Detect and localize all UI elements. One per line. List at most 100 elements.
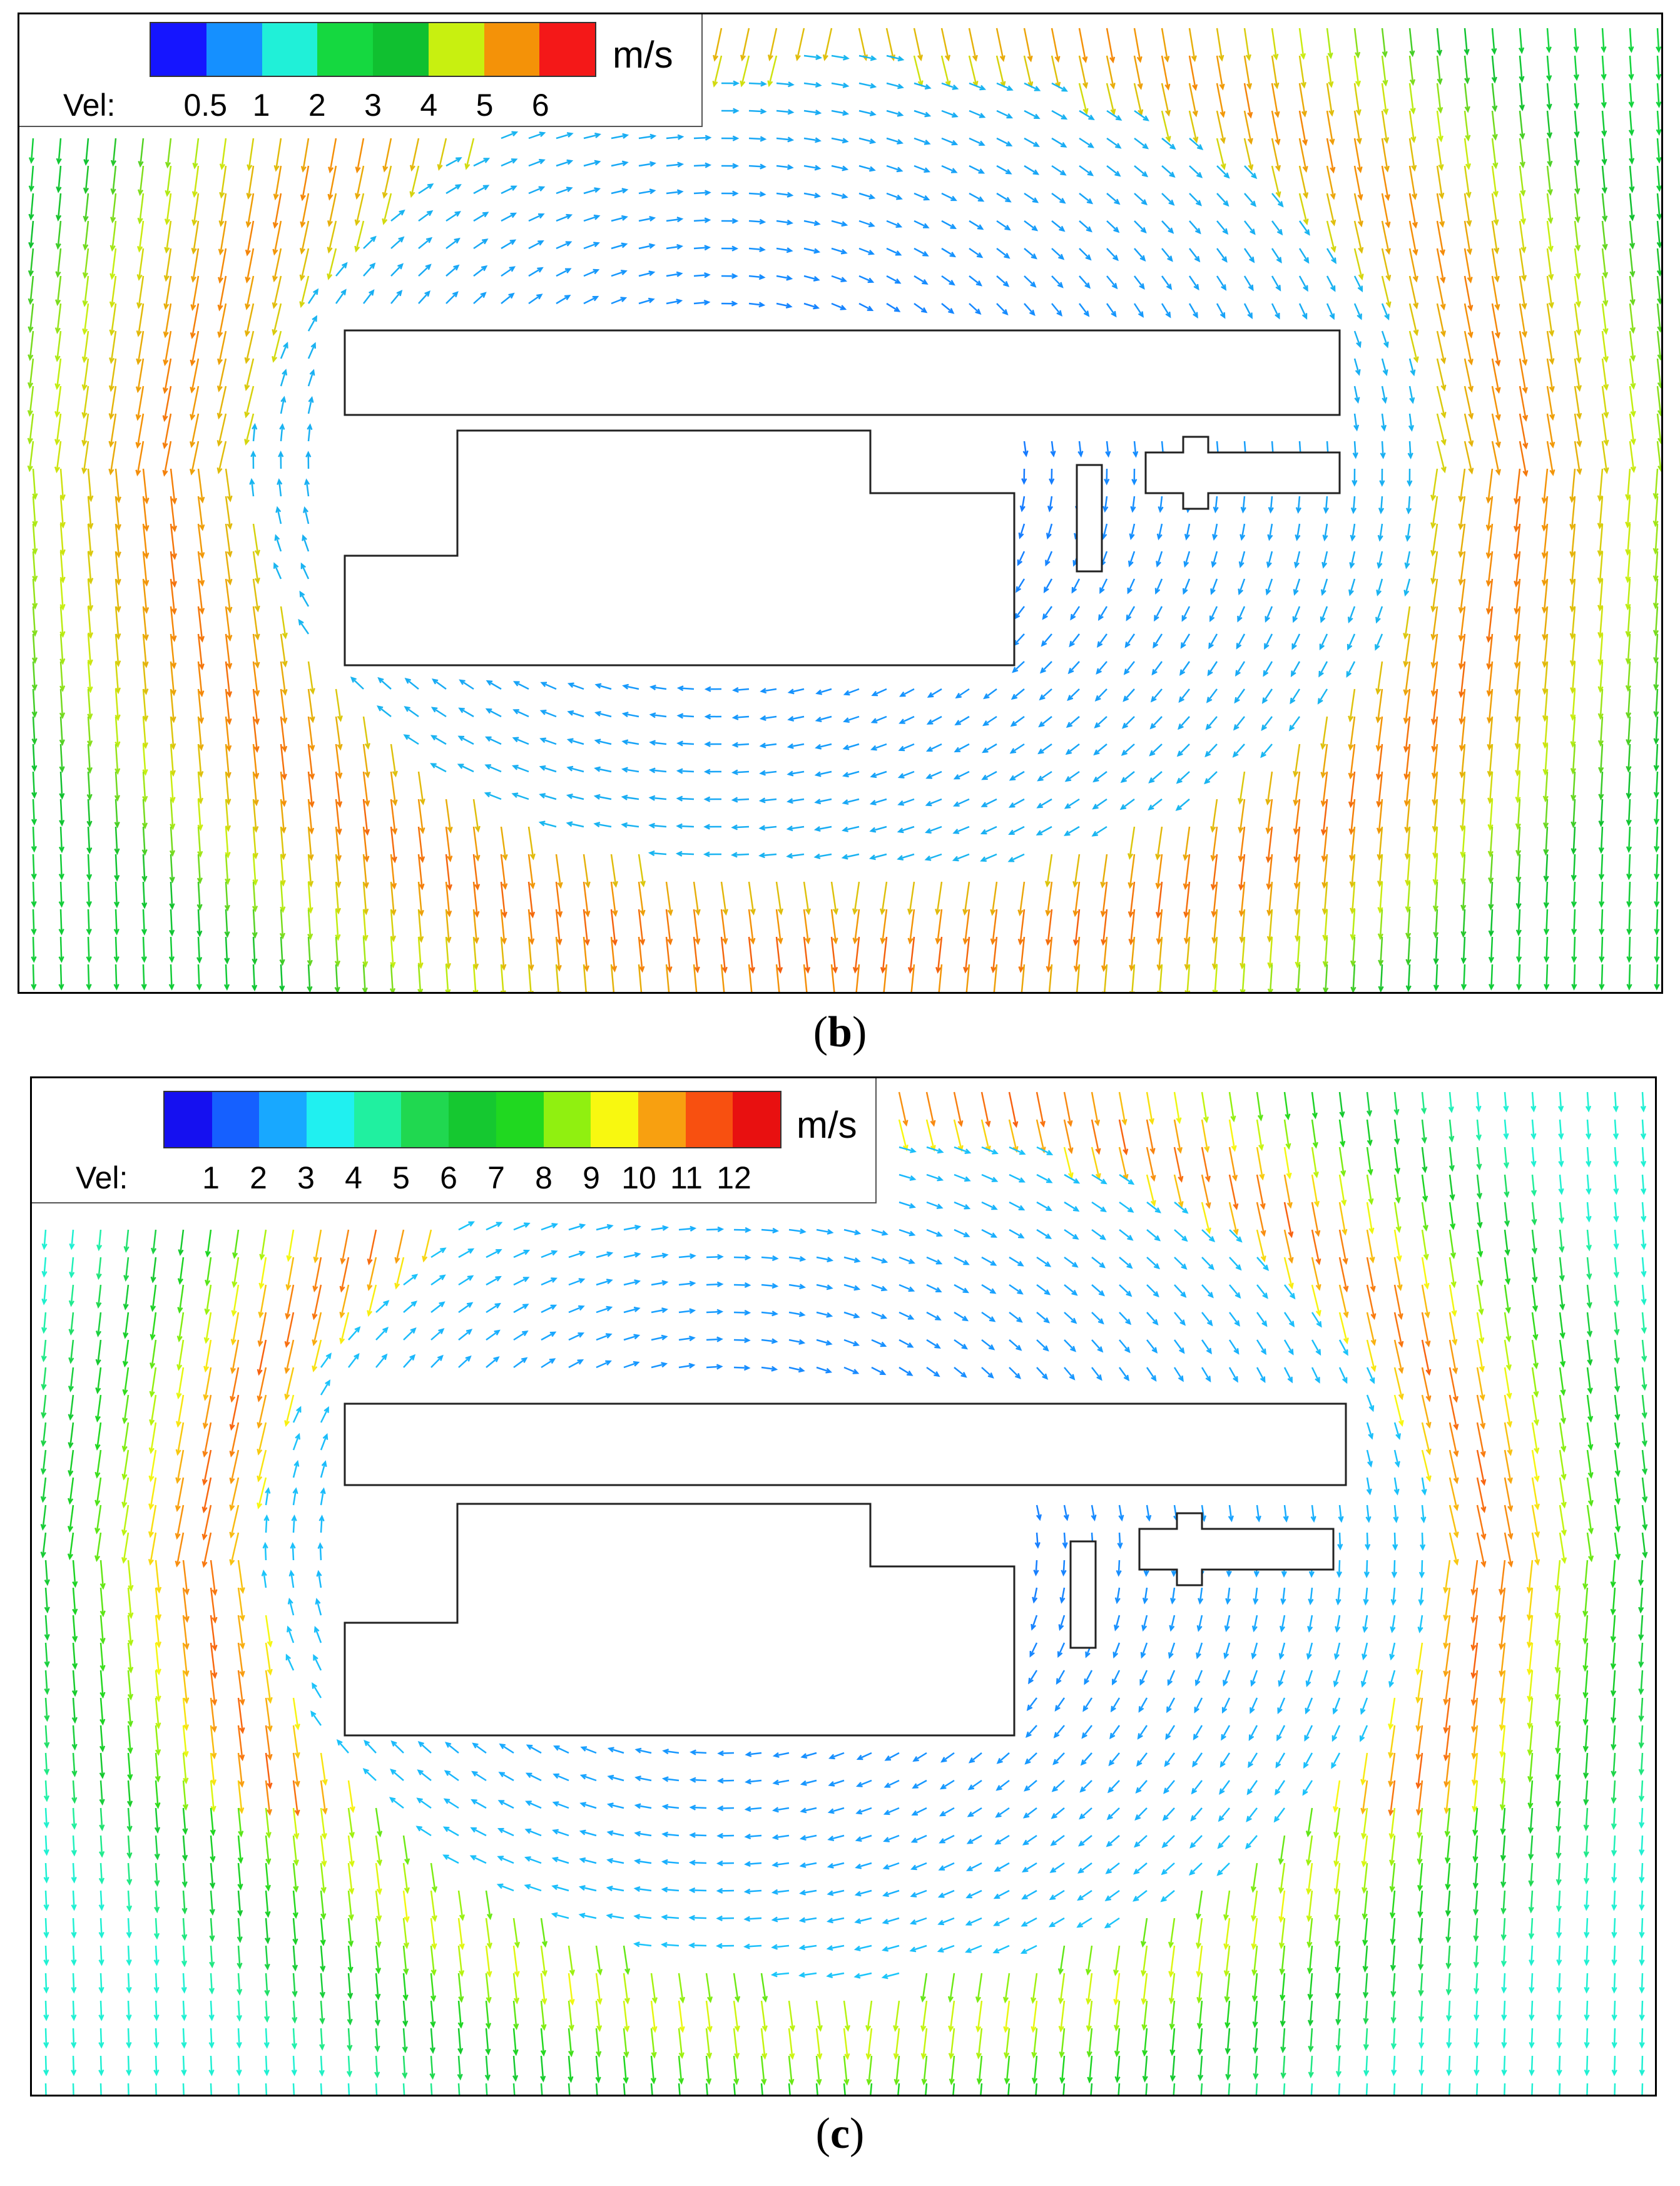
velocity-arrow: [190, 358, 200, 394]
velocity-arrow: [1128, 909, 1136, 946]
velocity-arrow: [1146, 1202, 1162, 1213]
velocity-arrow: [272, 275, 282, 309]
velocity-arrow: [706, 1309, 724, 1315]
velocity-arrow: [1051, 110, 1068, 120]
velocity-arrow: [1421, 1477, 1427, 1496]
velocity-arrow: [925, 770, 942, 779]
velocity-arrow: [1321, 826, 1328, 862]
velocity-arrow: [1366, 1477, 1372, 1496]
velocity-arrow: [893, 2000, 900, 2032]
velocity-arrow: [339, 1257, 350, 1293]
velocity-arrow: [1176, 771, 1190, 784]
velocity-arrow: [1639, 1918, 1645, 1939]
velocity-arrow: [1306, 1642, 1313, 1660]
velocity-arrow: [1243, 248, 1255, 263]
velocity-arrow: [1656, 28, 1661, 53]
velocity-arrow: [1546, 441, 1555, 476]
velocity-arrow: [1079, 275, 1091, 289]
velocity-arrow: [416, 1797, 432, 1809]
velocity-arrow: [1293, 771, 1301, 807]
velocity-arrow: [843, 1228, 862, 1235]
velocity-arrow: [1024, 165, 1040, 175]
velocity-arrow: [307, 771, 315, 809]
velocity-arrow: [362, 881, 369, 916]
velocity-arrow: [513, 1357, 528, 1369]
velocity-arrow: [1238, 771, 1246, 805]
velocity-arrow: [41, 1257, 48, 1278]
velocity-arrow: [403, 1274, 419, 1285]
velocity-arrow: [1555, 1890, 1562, 1913]
velocity-arrow: [486, 1249, 502, 1259]
velocity-arrow: [1559, 1477, 1567, 1509]
velocity-arrow: [54, 413, 62, 446]
velocity-arrow: [1601, 83, 1607, 109]
velocity-arrow: [638, 909, 646, 946]
velocity-arrow: [925, 1091, 936, 1127]
velocity-arrow: [1641, 1174, 1647, 1195]
velocity-arrow: [96, 1229, 103, 1252]
velocity-arrow: [610, 964, 616, 992]
velocity-arrow: [471, 1770, 487, 1782]
velocity-arrow: [693, 190, 711, 196]
velocity-arrow: [1204, 771, 1218, 785]
velocity-arrow: [689, 1777, 707, 1783]
velocity-arrow: [733, 2083, 736, 2095]
velocity-arrow: [1485, 468, 1494, 504]
velocity-arrow: [87, 633, 93, 667]
velocity-arrow: [40, 1504, 47, 1531]
velocity-arrow: [771, 1861, 790, 1867]
velocity-arrow: [458, 1275, 474, 1286]
velocity-arrow: [1216, 165, 1230, 179]
velocity-arrow: [1196, 2000, 1203, 2030]
velocity-arrow: [68, 1422, 74, 1449]
velocity-arrow: [953, 798, 970, 807]
velocity-arrow: [1256, 1367, 1266, 1383]
velocity-arrow: [126, 1890, 133, 1913]
velocity-arrow: [1359, 1725, 1368, 1742]
velocity-arrow: [1381, 991, 1382, 992]
velocity-arrow: [1056, 1670, 1066, 1685]
velocity-arrow: [1629, 193, 1635, 222]
velocity-arrow: [1629, 386, 1636, 418]
velocity-arrow: [71, 1945, 77, 1966]
velocity-arrow: [1051, 275, 1064, 289]
velocity-arrow: [55, 193, 62, 222]
velocity-arrow: [182, 1587, 190, 1623]
velocity-arrow: [1485, 523, 1494, 559]
velocity-arrow: [1116, 1560, 1122, 1577]
velocity-arrow: [788, 1255, 807, 1262]
velocity-arrow: [307, 369, 315, 387]
velocity-arrow: [539, 765, 557, 773]
velocity-arrow: [1574, 193, 1581, 223]
velocity-arrow: [1597, 578, 1604, 612]
velocity-arrow: [858, 247, 875, 255]
velocity-arrow: [1571, 854, 1577, 882]
velocity-arrow: [1119, 1257, 1133, 1269]
velocity-arrow: [280, 369, 288, 387]
velocity-arrow: [1375, 633, 1383, 651]
velocity-arrow: [197, 606, 205, 643]
velocity-arrow: [596, 1251, 614, 1259]
velocity-arrow: [899, 715, 915, 724]
velocity-arrow: [1123, 661, 1135, 675]
velocity-arrow: [1393, 1449, 1400, 1468]
velocity-arrow: [1638, 1752, 1644, 1776]
velocity-arrow: [1629, 330, 1636, 362]
velocity-arrow: [1436, 83, 1443, 114]
velocity-arrow: [1641, 1367, 1647, 1391]
velocity-arrow: [1408, 330, 1419, 364]
velocity-arrow: [1430, 496, 1438, 529]
velocity-arrow: [245, 193, 255, 228]
velocity-arrow: [1162, 1807, 1175, 1821]
velocity-arrow: [1280, 2055, 1286, 2080]
velocity-arrow: [1531, 1312, 1539, 1341]
velocity-arrow: [1348, 688, 1356, 723]
velocity-arrow: [1173, 2083, 1176, 2095]
velocity-arrow: [1011, 688, 1025, 700]
velocity-arrow: [244, 330, 255, 364]
velocity-arrow: [317, 1542, 323, 1561]
velocity-arrow: [1261, 688, 1273, 704]
velocity-arrow: [210, 1615, 218, 1652]
velocity-arrow: [1601, 55, 1607, 81]
velocity-arrow: [354, 193, 365, 227]
